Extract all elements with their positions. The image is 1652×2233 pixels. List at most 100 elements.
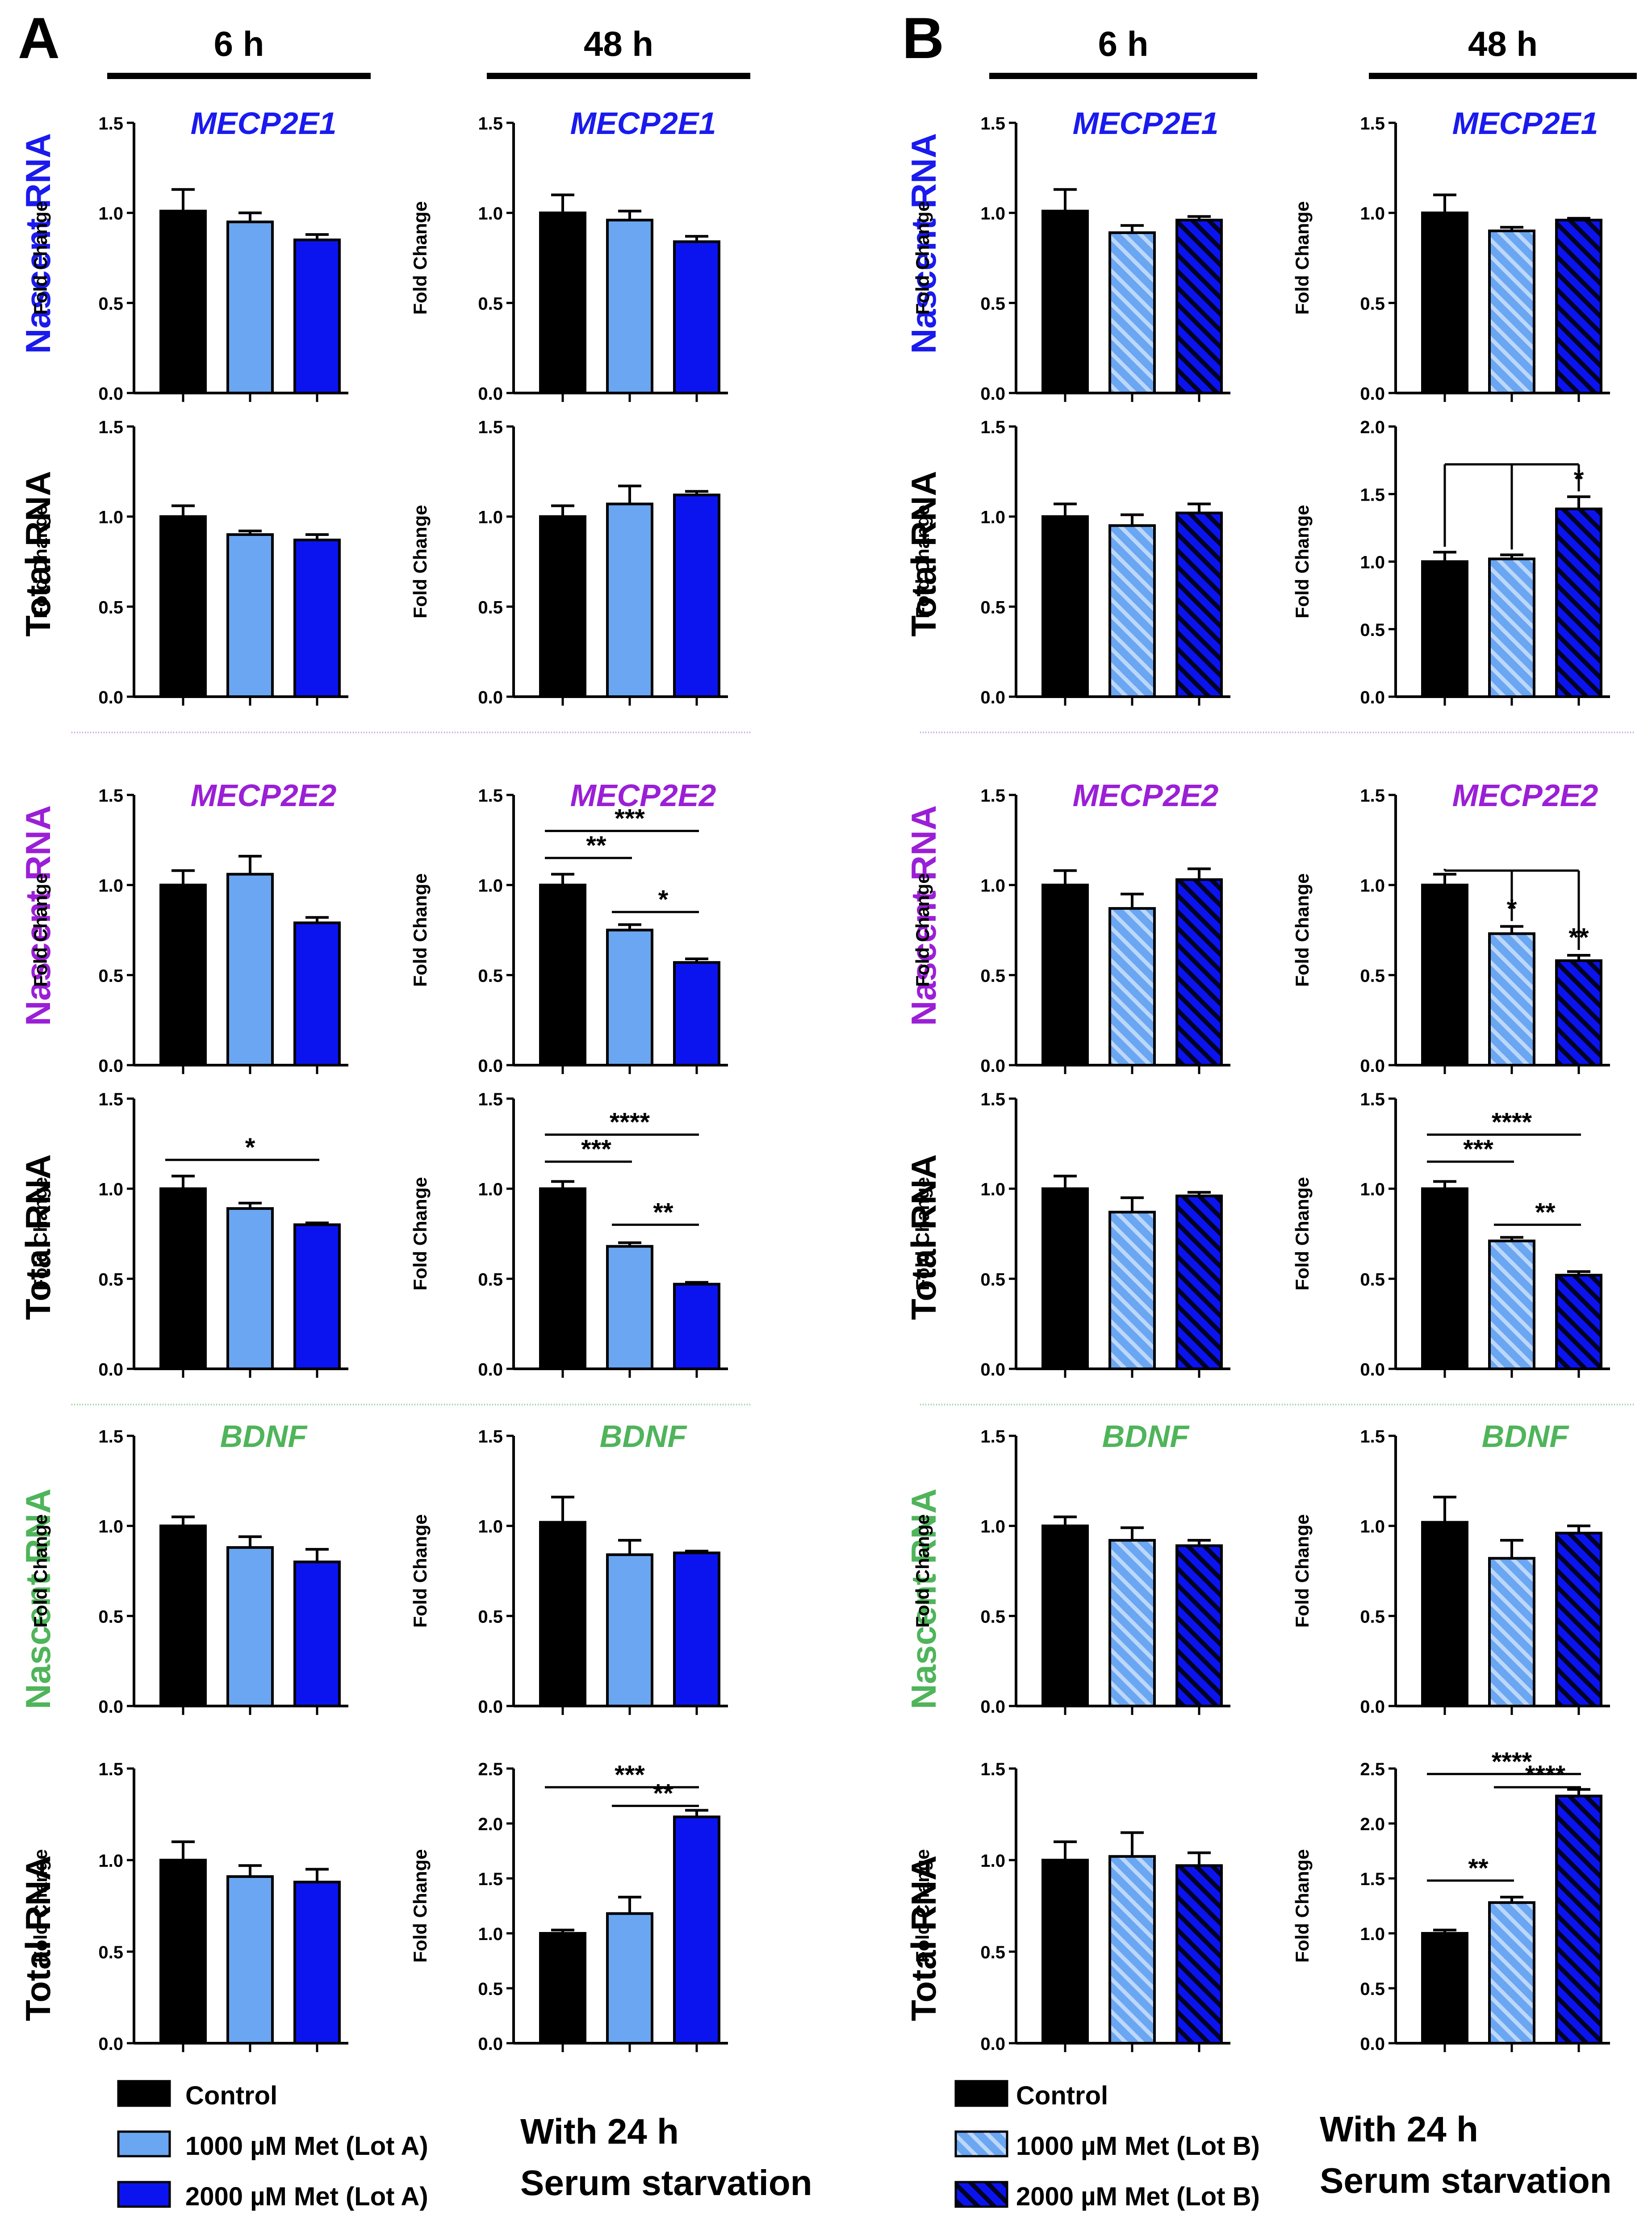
chart-b-6h-bdnf-total-bar-2: [1175, 1864, 1223, 2045]
serum-note-b: With 24 h Serum starvation: [1320, 2109, 1612, 2200]
chart-b-6h-mecp2e1-nascent-bar-2: [1175, 218, 1223, 394]
chart-b-48h-mecp2e2-total-ytick-label-1: 0.5: [1360, 1270, 1385, 1289]
chart-b-6h-mecp2e2-total: 0.0 0.5 1.0 1.5 Fold Change: [912, 1090, 1230, 1380]
chart-b-48h-bdnf-total-ytick-label-1: 0.5: [1360, 1979, 1385, 1999]
row-label-b-bdnf-total: Total RNA: [904, 1855, 943, 2021]
chart-a-48h-bdnf-total-sig-label-1: **: [653, 1779, 673, 1808]
chart-a-6h-mecp2e2-nascent-title: MECP2E2: [191, 778, 337, 813]
legend-b-swatch-2000: [954, 2181, 1008, 2208]
chart-b-48h-mecp2e1-total-bar-0: [1421, 560, 1468, 698]
chart-b-48h-bdnf-nascent-bar-2: [1555, 1531, 1602, 1708]
chart-b-6h-mecp2e2-nascent: 0.0 0.5 1.0 1.5 Fold Change MECP2E2: [912, 778, 1230, 1076]
legend-b-label-1000: 1000 µM Met (Lot B): [1016, 2132, 1260, 2161]
chart-a-48h-mecp2e1-nascent-ylabel: Fold Change: [410, 201, 431, 314]
chart-a-48h-mecp2e2-total-sig-label-0: ****: [610, 1108, 650, 1137]
legend-a: Control 1000 µM Met (Lot A) 2000 µM Met …: [117, 2080, 428, 2211]
chart-a-6h-mecp2e2-nascent-ytick-label-3: 1.5: [98, 786, 123, 806]
chart-b-48h-bdnf-total-ytick-label-4: 2.0: [1360, 1815, 1385, 1834]
chart-a-6h-mecp2e2-total-bar-1: [226, 1207, 274, 1371]
chart-a-48h-mecp2e1-total-ytick-label-2: 1.0: [478, 508, 503, 527]
chart-b-6h-mecp2e1-total-ytick-label-2: 1.0: [980, 508, 1005, 527]
chart-b-48h-mecp2e2-total-ylabel: Fold Change: [1292, 1177, 1313, 1290]
chart-b-6h-bdnf-total-bar-1: [1108, 1855, 1156, 2045]
chart-b-48h-mecp2e2-nascent-bar-0: [1421, 883, 1468, 1066]
chart-a-6h-mecp2e1-total-ylabel: Fold Change: [30, 505, 51, 618]
chart-a-6h-bdnf-total-ytick-label-0: 0.0: [98, 2034, 123, 2054]
chart-a-6h-mecp2e2-nascent: 0.0 0.5 1.0 1.5 Fold Change MECP2E2: [30, 778, 348, 1076]
legend-a-swatch-1000: [117, 2130, 171, 2158]
chart-b-48h-bdnf-nascent-ytick-label-2: 1.0: [1360, 1517, 1385, 1537]
chart-a-6h-mecp2e1-total-ytick-label-0: 0.0: [98, 688, 123, 707]
chart-b-6h-mecp2e2-total-bar-0: [1041, 1187, 1089, 1371]
chart-b-6h-mecp2e2-total-bar-2: [1175, 1194, 1223, 1371]
chart-a-6h-bdnf-nascent-ytick-label-1: 0.5: [98, 1607, 123, 1627]
col-header-a-48h: 48 h: [584, 24, 653, 63]
chart-a-48h-mecp2e2-total-ytick-label-1: 0.5: [478, 1270, 503, 1289]
chart-a-48h-mecp2e2-nascent-bar-2: [673, 961, 720, 1067]
chart-b-48h-bdnf-nascent: 0.0 0.5 1.0 1.5 Fold Change BDNF: [1292, 1419, 1610, 1717]
chart-a-48h-bdnf-total-bar-0: [539, 1932, 586, 2045]
chart-b-48h-mecp2e2-total-sig-label-1: ***: [1463, 1135, 1493, 1164]
chart-a-6h-bdnf-total-bar-0: [159, 1859, 207, 2045]
row-label-b-e1-nascent: Nascent RNA: [904, 133, 943, 354]
chart-b-6h-bdnf-total-ytick-label-1: 0.5: [980, 1943, 1005, 1962]
chart-a-6h-mecp2e1-nascent-ytick-label-3: 1.5: [98, 114, 123, 134]
chart-a-48h-bdnf-total-ytick-label-2: 1.0: [478, 1924, 503, 1944]
chart-b-6h-mecp2e1-nascent-ytick-label-3: 1.5: [980, 114, 1005, 134]
row-label-a-e1-total: Total RNA: [18, 471, 58, 636]
chart-b-48h-mecp2e2-total-bar-0: [1421, 1187, 1468, 1371]
chart-b-6h-bdnf-nascent-ytick-label-0: 0.0: [980, 1697, 1005, 1717]
chart-a-48h-bdnf-nascent-ytick-label-3: 1.5: [478, 1427, 503, 1447]
col-header-b-6h: 6 h: [1098, 24, 1149, 63]
chart-a-6h-mecp2e1-total-ytick-label-2: 1.0: [98, 508, 123, 527]
chart-b-48h-mecp2e1-total-ytick-label-2: 1.0: [1360, 553, 1385, 573]
row-label-b-e2-total: Total RNA: [904, 1154, 943, 1320]
chart-b-48h-bdnf-total-sig-label-2: **: [1468, 1854, 1489, 1883]
chart-b-48h-mecp2e1-nascent-ytick-label-1: 0.5: [1360, 294, 1385, 314]
chart-a-48h-mecp2e2-total-ytick-label-2: 1.0: [478, 1180, 503, 1200]
serum-note-b-line1: With 24 h: [1320, 2109, 1478, 2149]
chart-a-48h-mecp2e2-nascent-ytick-label-3: 1.5: [478, 786, 503, 806]
chart-b-6h-bdnf-nascent-bar-1: [1108, 1539, 1156, 1708]
chart-a-6h-mecp2e1-nascent-bar-1: [226, 220, 274, 394]
chart-b-48h-mecp2e1-nascent-ytick-label-3: 1.5: [1360, 114, 1385, 134]
serum-note-a-line1: With 24 h: [520, 2112, 679, 2151]
chart-b-6h-mecp2e1-total-ytick-label-1: 0.5: [980, 598, 1005, 617]
chart-a-6h-mecp2e1-total-bar-1: [226, 533, 274, 698]
panel-label-b: B: [902, 5, 944, 71]
chart-b-48h-mecp2e1-nascent: 0.0 0.5 1.0 1.5 Fold Change MECP2E1: [1292, 106, 1610, 404]
chart-b-6h-bdnf-total-ytick-label-2: 1.0: [980, 1851, 1005, 1871]
chart-a-48h-mecp2e1-nascent: 0.0 0.5 1.0 1.5 Fold Change MECP2E1: [410, 106, 728, 404]
chart-b-6h-mecp2e2-total-bar-1: [1108, 1211, 1156, 1371]
chart-b-48h-mecp2e1-total-bar-1: [1488, 557, 1535, 698]
row-labels: Nascent RNA Total RNA Nascent RNA Total …: [18, 133, 943, 2021]
chart-a-6h-mecp2e2-total-bar-0: [159, 1187, 207, 1371]
legend-b: Control 1000 µM Met (Lot B) 2000 µM Met …: [954, 2080, 1260, 2211]
chart-b-6h-mecp2e1-total-bar-0: [1041, 515, 1089, 698]
chart-b-48h-mecp2e2-nascent-sig-label-0-1: **: [1568, 923, 1589, 952]
chart-a-6h-bdnf-nascent: 0.0 0.5 1.0 1.5 Fold Change BDNF: [30, 1419, 348, 1717]
chart-b-6h-bdnf-total: 0.0 0.5 1.0 1.5 Fold Change: [912, 1760, 1230, 2054]
chart-a-48h-bdnf-nascent-bar-2: [673, 1551, 720, 1708]
chart-a-6h-mecp2e2-total-sig-label-0: *: [245, 1133, 255, 1162]
chart-b-48h-mecp2e1-nascent-title: MECP2E1: [1452, 106, 1598, 141]
chart-b-48h-bdnf-total-sig-label-1: ****: [1525, 1760, 1566, 1790]
chart-a-6h-mecp2e1-nascent-ylabel: Fold Change: [30, 201, 51, 314]
chart-a-48h-mecp2e2-total-ytick-label-0: 0.0: [478, 1360, 503, 1380]
chart-a-6h-bdnf-nascent-bar-1: [226, 1546, 274, 1707]
chart-a-48h-mecp2e2-nascent-title: MECP2E2: [570, 778, 716, 813]
chart-a-48h-mecp2e1-nascent-ytick-label-0: 0.0: [478, 384, 503, 404]
legend-b-swatch-1000: [954, 2130, 1008, 2158]
chart-b-48h-mecp2e1-nascent-ytick-label-0: 0.0: [1360, 384, 1385, 404]
chart-b-48h-mecp2e2-total-bar-1: [1488, 1239, 1535, 1370]
chart-a-48h-mecp2e2-nascent-sig-label-0: ***: [615, 804, 645, 833]
chart-a-48h-mecp2e2-total-ytick-label-3: 1.5: [478, 1090, 503, 1109]
serum-note-b-line2: Serum starvation: [1320, 2161, 1612, 2200]
chart-a-6h-bdnf-total-bar-1: [226, 1875, 274, 2045]
chart-b-6h-mecp2e1-nascent-title: MECP2E1: [1073, 106, 1219, 141]
chart-b-48h-mecp2e2-nascent-ytick-label-3: 1.5: [1360, 786, 1385, 806]
chart-a-48h-bdnf-total-sig-label-0: ***: [615, 1760, 645, 1790]
chart-b-48h-mecp2e2-total-sig-label-0: ****: [1492, 1108, 1532, 1137]
chart-b-6h-bdnf-nascent-bar-0: [1041, 1524, 1089, 1708]
